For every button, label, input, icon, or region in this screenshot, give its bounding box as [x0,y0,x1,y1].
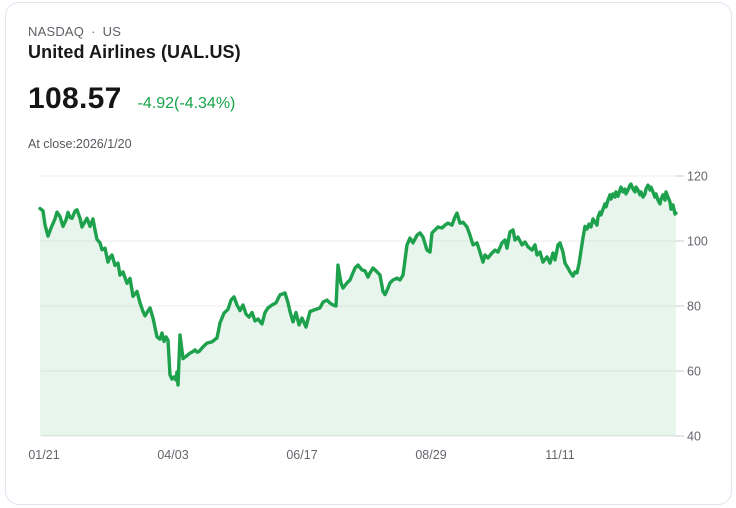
x-axis-label: 04/03 [157,448,188,462]
x-axis-label: 01/21 [28,448,59,462]
y-axis-label: 80 [687,300,701,314]
exchange-line: NASDAQ · US [28,24,121,39]
price-area-fill [40,184,676,436]
price-line[interactable] [38,182,678,387]
x-axis-label: 11/11 [545,448,574,462]
y-axis-label: 40 [687,430,701,444]
x-axis-label: 08/29 [415,448,446,462]
quote-card [5,2,732,505]
region-label: US [102,24,122,39]
last-price: 108.57 [28,82,122,115]
quote-row: 108.57 -4.92(-4.34%) [28,82,235,116]
x-axis-label: 06/17 [286,448,317,462]
at-close-note: At close:2026/1/20 [28,137,132,151]
separator-dot: · [91,24,96,39]
exchange-label: NASDAQ [28,24,85,39]
stock-title: United Airlines (UAL.US) [28,42,241,62]
y-axis-label: 120 [687,170,708,184]
y-axis-label: 100 [687,235,708,249]
price-change: -4.92(-4.34%) [137,95,236,112]
y-axis-label: 60 [687,365,701,379]
